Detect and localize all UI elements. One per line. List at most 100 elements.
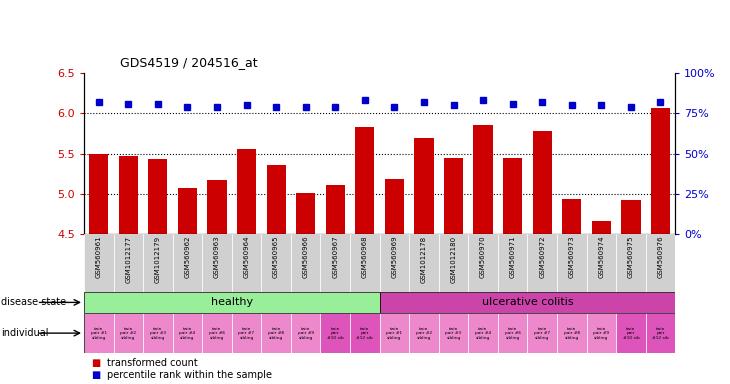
Text: twin
pair #6
sibling: twin pair #6 sibling: [504, 326, 520, 340]
Text: twin
pair #7
sibling: twin pair #7 sibling: [239, 326, 255, 340]
Bar: [380, 234, 409, 292]
Bar: [439, 234, 469, 292]
Bar: [439, 313, 469, 353]
Text: healthy: healthy: [211, 297, 253, 308]
Text: GSM1012180: GSM1012180: [450, 235, 456, 283]
Text: ■: ■: [91, 370, 101, 380]
Bar: [616, 313, 645, 353]
Text: GSM560974: GSM560974: [599, 235, 604, 278]
Text: twin
pair
#10 sib: twin pair #10 sib: [327, 326, 344, 340]
Text: GSM560975: GSM560975: [628, 235, 634, 278]
Bar: [409, 313, 439, 353]
Text: ■: ■: [91, 358, 101, 368]
Bar: [385, 179, 404, 384]
Text: GSM1012177: GSM1012177: [126, 235, 131, 283]
Bar: [148, 159, 167, 384]
Bar: [651, 108, 670, 384]
Bar: [114, 234, 143, 292]
Bar: [320, 313, 350, 353]
Bar: [498, 313, 527, 353]
Bar: [231, 234, 261, 292]
Bar: [291, 234, 320, 292]
Bar: [356, 127, 374, 384]
Text: GSM560969: GSM560969: [391, 235, 397, 278]
Text: GSM1012179: GSM1012179: [155, 235, 161, 283]
Bar: [380, 292, 675, 313]
Text: twin
pair
#12 sib: twin pair #12 sib: [652, 326, 669, 340]
Text: GSM560966: GSM560966: [303, 235, 309, 278]
Text: transformed count: transformed count: [107, 358, 198, 368]
Bar: [380, 313, 409, 353]
Bar: [469, 234, 498, 292]
Bar: [645, 234, 675, 292]
Bar: [119, 156, 138, 384]
Text: twin
pair #2
sibling: twin pair #2 sibling: [120, 326, 137, 340]
Bar: [84, 234, 114, 292]
Bar: [237, 149, 256, 384]
Bar: [231, 313, 261, 353]
Bar: [84, 313, 114, 353]
Text: twin
pair #7
sibling: twin pair #7 sibling: [534, 326, 550, 340]
Text: twin
pair #2
sibling: twin pair #2 sibling: [416, 326, 432, 340]
Bar: [415, 138, 434, 384]
Bar: [266, 165, 285, 384]
Bar: [172, 313, 202, 353]
Bar: [587, 313, 616, 353]
Text: twin
pair #9
sibling: twin pair #9 sibling: [593, 326, 610, 340]
Text: GSM560976: GSM560976: [658, 235, 664, 278]
Text: twin
pair #3
sibling: twin pair #3 sibling: [150, 326, 166, 340]
Text: twin
pair #1
sibling: twin pair #1 sibling: [386, 326, 402, 340]
Bar: [320, 234, 350, 292]
Bar: [621, 200, 640, 384]
Bar: [326, 185, 345, 384]
Bar: [469, 313, 498, 353]
Bar: [562, 199, 581, 384]
Text: twin
pair
#10 sib: twin pair #10 sib: [623, 326, 639, 340]
Text: GSM560965: GSM560965: [273, 235, 279, 278]
Bar: [114, 313, 143, 353]
Text: ulcerative colitis: ulcerative colitis: [482, 297, 573, 308]
Text: GSM560970: GSM560970: [480, 235, 486, 278]
Bar: [350, 313, 380, 353]
Bar: [616, 234, 645, 292]
Text: twin
pair #9
sibling: twin pair #9 sibling: [298, 326, 314, 340]
Text: GSM1012178: GSM1012178: [421, 235, 427, 283]
Bar: [172, 234, 202, 292]
Text: GSM560971: GSM560971: [510, 235, 515, 278]
Text: GSM560961: GSM560961: [96, 235, 101, 278]
Text: twin
pair #1
sibling: twin pair #1 sibling: [91, 326, 107, 340]
Bar: [587, 234, 616, 292]
Bar: [592, 220, 611, 384]
Bar: [498, 234, 527, 292]
Text: twin
pair #6
sibling: twin pair #6 sibling: [209, 326, 225, 340]
Text: twin
pair #8
sibling: twin pair #8 sibling: [564, 326, 580, 340]
Bar: [527, 234, 557, 292]
Bar: [557, 234, 586, 292]
Bar: [645, 313, 675, 353]
Text: twin
pair #8
sibling: twin pair #8 sibling: [268, 326, 284, 340]
Text: percentile rank within the sample: percentile rank within the sample: [107, 370, 272, 380]
Bar: [261, 313, 291, 353]
Text: GSM560972: GSM560972: [539, 235, 545, 278]
Text: twin
pair #4
sibling: twin pair #4 sibling: [180, 326, 196, 340]
Text: GSM560968: GSM560968: [362, 235, 368, 278]
Bar: [202, 313, 231, 353]
Bar: [178, 188, 197, 384]
Bar: [527, 313, 557, 353]
Bar: [143, 313, 172, 353]
Text: GSM560963: GSM560963: [214, 235, 220, 278]
Bar: [143, 234, 172, 292]
Text: individual: individual: [1, 328, 49, 338]
Bar: [207, 180, 226, 384]
Text: twin
pair #4
sibling: twin pair #4 sibling: [475, 326, 491, 340]
Text: twin
pair #3
sibling: twin pair #3 sibling: [445, 326, 461, 340]
Bar: [84, 292, 380, 313]
Bar: [503, 157, 522, 384]
Text: GSM560967: GSM560967: [332, 235, 338, 278]
Bar: [533, 131, 552, 384]
Bar: [557, 313, 586, 353]
Bar: [202, 234, 231, 292]
Bar: [444, 157, 463, 384]
Text: disease state: disease state: [1, 297, 66, 308]
Text: GSM560964: GSM560964: [244, 235, 250, 278]
